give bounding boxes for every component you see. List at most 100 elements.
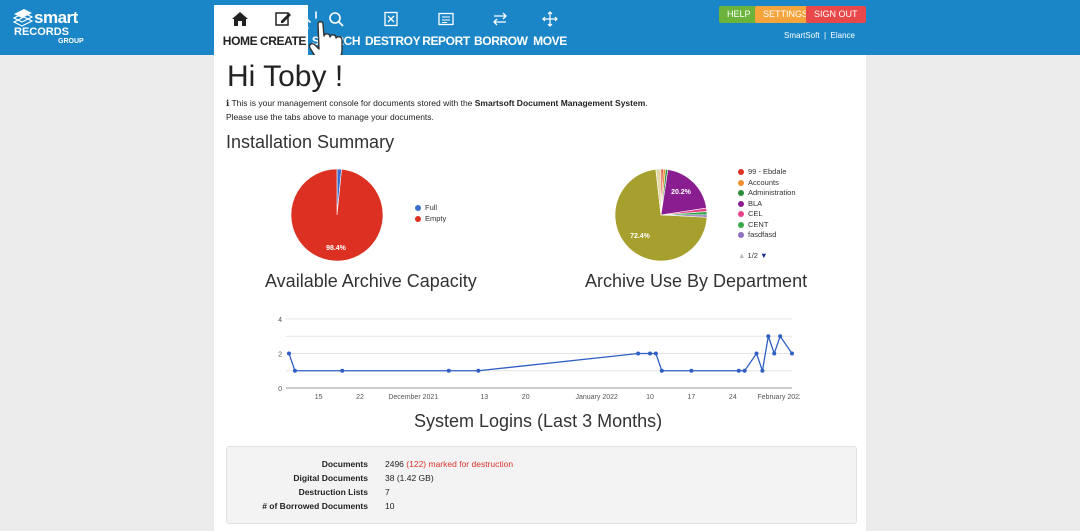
pie-data-label: 72.4% — [630, 233, 651, 240]
data-point[interactable] — [653, 351, 658, 356]
summary-key: Documents — [321, 459, 368, 469]
summary-value: 10 — [385, 501, 395, 511]
help-button-label: HELP — [727, 9, 751, 19]
data-point[interactable] — [292, 368, 297, 373]
legend-item[interactable]: Administration — [738, 188, 796, 199]
data-point[interactable] — [772, 351, 777, 356]
data-point[interactable] — [446, 368, 451, 373]
legend-label: Empty — [425, 213, 447, 223]
logins-series-line — [288, 334, 793, 372]
legend-item[interactable]: CENT — [738, 220, 796, 231]
marked-for-destruction-link[interactable]: (122) marked for destruction — [406, 459, 514, 469]
legend-item[interactable]: BLA — [738, 199, 796, 210]
pie-slice[interactable] — [655, 168, 662, 216]
legend-swatch — [415, 215, 421, 222]
data-point[interactable] — [754, 351, 759, 356]
legend-swatch — [738, 179, 744, 186]
x-tick-label: December 2021 — [388, 394, 438, 401]
summary-key: Digital Documents — [293, 473, 368, 483]
data-point[interactable] — [760, 368, 765, 373]
legend-label: fasdfasd — [748, 230, 777, 239]
archive-capacity-title: Available Archive Capacity — [265, 271, 477, 291]
tab-home[interactable]: HOME — [214, 5, 266, 55]
report-icon — [438, 12, 454, 26]
legend-prev-arrow-icon[interactable]: ▲ — [738, 251, 746, 260]
tab-destroy[interactable]: DESTROY — [365, 5, 421, 55]
tab-report[interactable]: REPORT — [420, 5, 472, 55]
data-point[interactable] — [736, 368, 741, 373]
greeting-title: Hi Toby ! — [227, 60, 344, 93]
data-point[interactable] — [766, 334, 771, 339]
tab-create[interactable]: CREATE — [258, 5, 308, 55]
archive-capacity-legend: Full Empty — [415, 203, 446, 224]
tab-borrow[interactable]: BORROW — [474, 5, 528, 55]
data-point[interactable] — [636, 351, 641, 356]
settings-button[interactable]: SETTINGS — [755, 6, 817, 23]
legend-item[interactable]: Full — [415, 203, 446, 214]
edit-icon — [275, 12, 291, 26]
legend-label: CEL — [748, 209, 763, 218]
legend-label: Administration — [748, 188, 796, 197]
move-icon — [542, 11, 558, 27]
home-icon — [232, 12, 248, 26]
data-point[interactable] — [340, 368, 345, 373]
destroy-icon — [384, 11, 398, 27]
y-tick-label: 2 — [278, 352, 282, 359]
pie-data-label: 20.2% — [671, 189, 692, 196]
tab-move[interactable]: MOVE — [524, 5, 576, 55]
legend-item[interactable]: 99 - Ebdale — [738, 167, 796, 178]
legend-label: BLA — [748, 198, 763, 208]
data-point[interactable] — [476, 368, 481, 373]
tab-borrow-label: BORROW — [474, 34, 528, 48]
x-tick-label: 24 — [729, 394, 737, 401]
logo-text-records: RECORDS — [14, 26, 70, 38]
summary-value: 38 (1.42 GB) — [385, 473, 434, 483]
documents-count: 2496 — [385, 459, 404, 469]
intro-text: i This is your management console for do… — [226, 97, 648, 124]
legend-pager[interactable]: ▲ 1/2 ▼ — [738, 251, 768, 260]
department-legend: 99 - Ebdale Accounts Administration BLA CEL C… — [738, 167, 796, 241]
system-logins-title: System Logins (Last 3 Months) — [414, 411, 663, 431]
legend-item[interactable]: CEL — [738, 209, 796, 220]
sign-out-button-label: SIGN OUT — [814, 9, 858, 19]
data-point[interactable] — [778, 334, 783, 339]
y-tick-label: 0 — [278, 386, 282, 393]
data-point[interactable] — [647, 351, 652, 356]
intro-line1-prefix: This is your management console for docu… — [231, 98, 475, 108]
x-tick-label: 22 — [356, 394, 364, 401]
data-point[interactable] — [659, 368, 664, 373]
x-tick-label: 15 — [315, 394, 323, 401]
legend-swatch — [738, 232, 744, 239]
x-tick-label: 13 — [480, 394, 488, 401]
tab-create-label: CREATE — [259, 34, 307, 48]
intro-line1-suffix: . — [645, 98, 648, 108]
logo-text-smart: smart — [34, 8, 78, 27]
pointer-hand-icon — [301, 11, 343, 65]
legend-item[interactable]: Accounts — [738, 178, 796, 189]
data-point[interactable] — [790, 351, 794, 356]
pie-slice[interactable] — [290, 168, 384, 262]
pie-slice[interactable] — [614, 168, 708, 262]
sign-out-button[interactable]: SIGN OUT — [806, 6, 866, 23]
legend-swatch — [738, 211, 744, 218]
data-point[interactable] — [742, 368, 747, 373]
data-point[interactable] — [689, 368, 694, 373]
x-tick-label: February 2022 — [757, 394, 800, 401]
legend-item[interactable]: fasdfasd — [738, 230, 796, 241]
x-tick-label: 20 — [522, 394, 530, 401]
legend-item[interactable]: Empty — [415, 214, 446, 225]
data-point[interactable] — [287, 351, 291, 356]
legend-swatch — [738, 190, 744, 197]
legend-label: CENT — [748, 219, 769, 229]
legend-label: Full — [425, 203, 438, 212]
legend-swatch — [415, 205, 421, 212]
legend-next-arrow-icon[interactable]: ▼ — [760, 251, 768, 260]
x-tick-label: 10 — [646, 394, 654, 401]
user-account-label[interactable]: SmartSoft | Elance — [784, 31, 855, 40]
legend-swatch — [738, 221, 744, 228]
help-button[interactable]: HELP — [719, 6, 759, 23]
y-tick-label: 4 — [278, 317, 282, 324]
logo-text-group: GROUP — [58, 38, 84, 45]
smart-records-logo[interactable]: smart RECORDS GROUP — [12, 6, 84, 46]
pie-slice[interactable] — [660, 169, 707, 216]
